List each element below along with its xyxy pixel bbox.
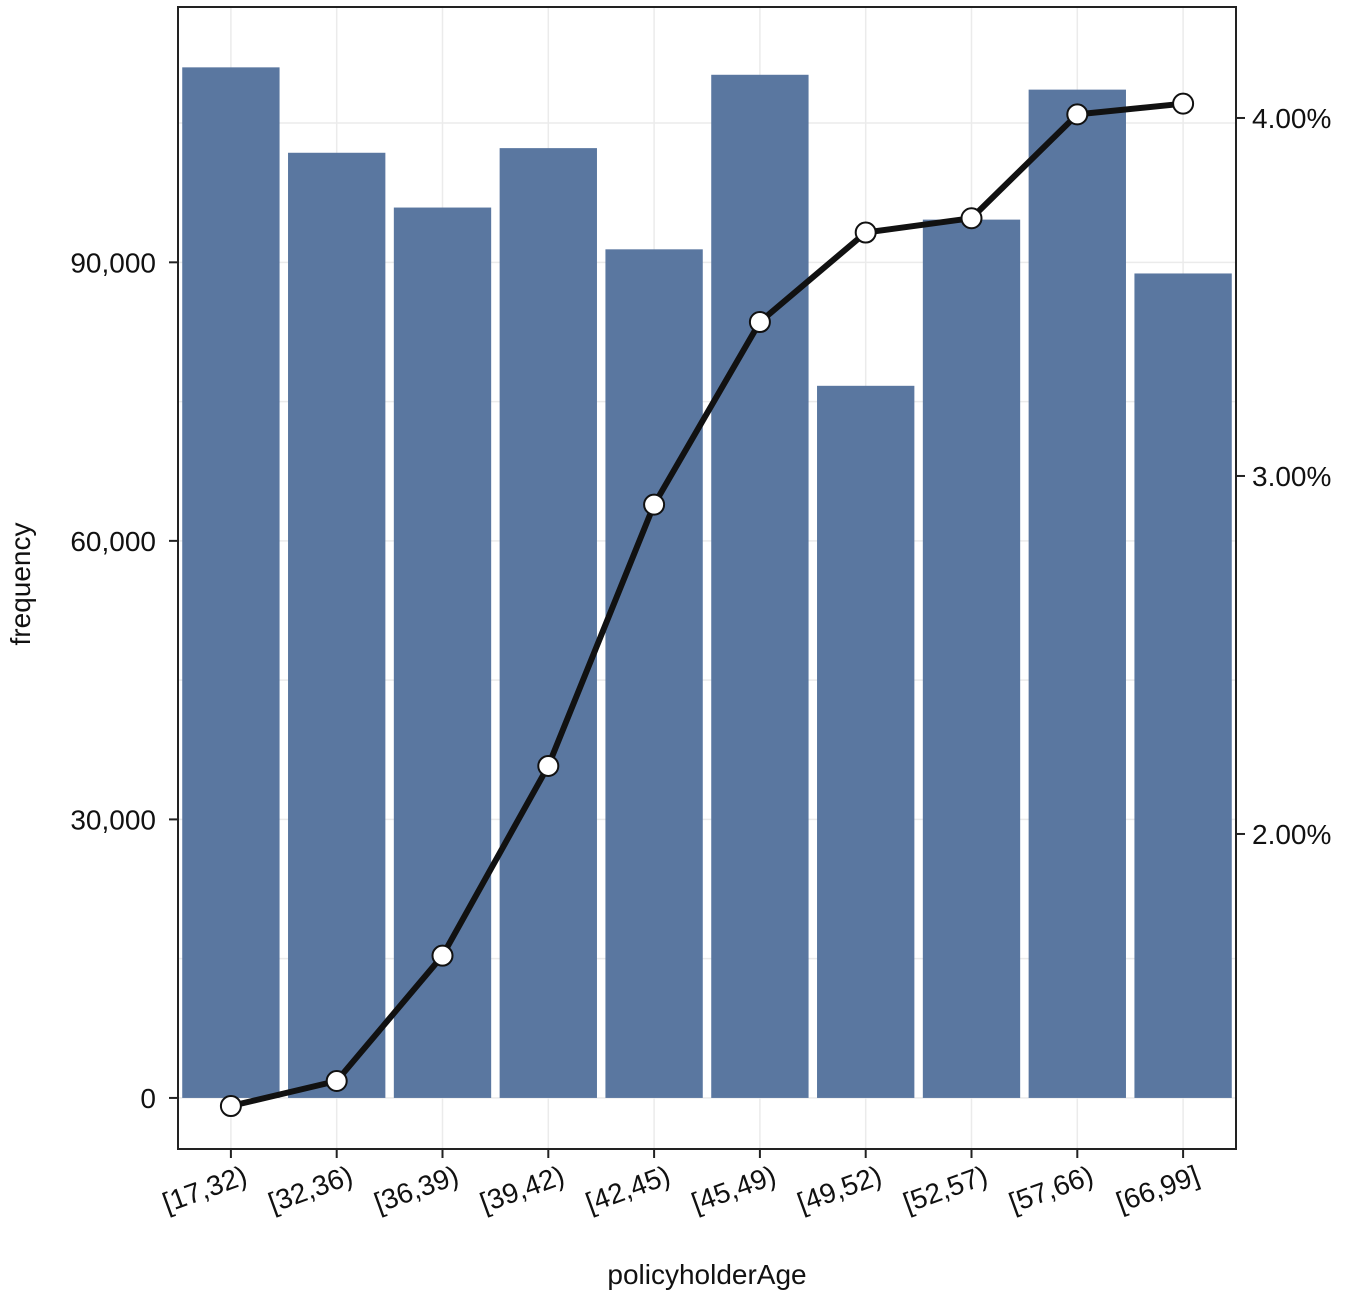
bar	[1134, 273, 1232, 1098]
x-tick-label: [32,36)	[264, 1160, 357, 1219]
line-series	[219, 92, 1195, 1118]
bar	[1028, 89, 1126, 1098]
line-point	[748, 311, 771, 334]
bar	[182, 67, 280, 1098]
x-tick-label: [17,32)	[158, 1160, 251, 1219]
y2-tick-label: 4.00%	[1252, 103, 1331, 134]
line-point	[643, 493, 666, 516]
x-tick-label: [45,49)	[687, 1160, 780, 1219]
x-tick-label: [36,39)	[370, 1160, 463, 1219]
bar	[499, 148, 597, 1098]
line-point	[854, 221, 877, 244]
x-tick-label: [49,52)	[793, 1160, 886, 1219]
y2-tick-label: 3.00%	[1252, 461, 1331, 492]
series-line	[230, 100, 1184, 1109]
y2-tick-label: 2.00%	[1252, 819, 1331, 850]
line-point	[1172, 92, 1195, 115]
bar	[605, 249, 703, 1098]
bar	[922, 219, 1021, 1098]
line-point	[960, 207, 983, 230]
y-tick-label: 0	[140, 1083, 156, 1114]
line-point	[325, 1069, 348, 1092]
x-tick-label: [39,42)	[476, 1160, 569, 1219]
line-point	[537, 754, 560, 777]
x-tick-label: [57,66)	[1005, 1160, 1098, 1219]
bar	[817, 385, 915, 1098]
x-tick-label: [66,99]	[1112, 1160, 1203, 1218]
x-tick-label: [42,45)	[582, 1160, 675, 1219]
y-tick-label: 90,000	[70, 247, 156, 278]
y-axis-title: frequency	[5, 523, 36, 646]
line-point	[431, 944, 454, 967]
x-axis-title: policyholderAge	[607, 1259, 806, 1290]
y-tick-label: 30,000	[70, 804, 156, 835]
x-tick-label: [52,57)	[899, 1160, 992, 1219]
line-point	[1066, 103, 1089, 126]
plot-frame	[177, 6, 1237, 1150]
bar	[288, 152, 386, 1098]
bar	[711, 74, 809, 1098]
y-tick-label: 60,000	[70, 526, 156, 557]
line-point	[219, 1095, 242, 1118]
